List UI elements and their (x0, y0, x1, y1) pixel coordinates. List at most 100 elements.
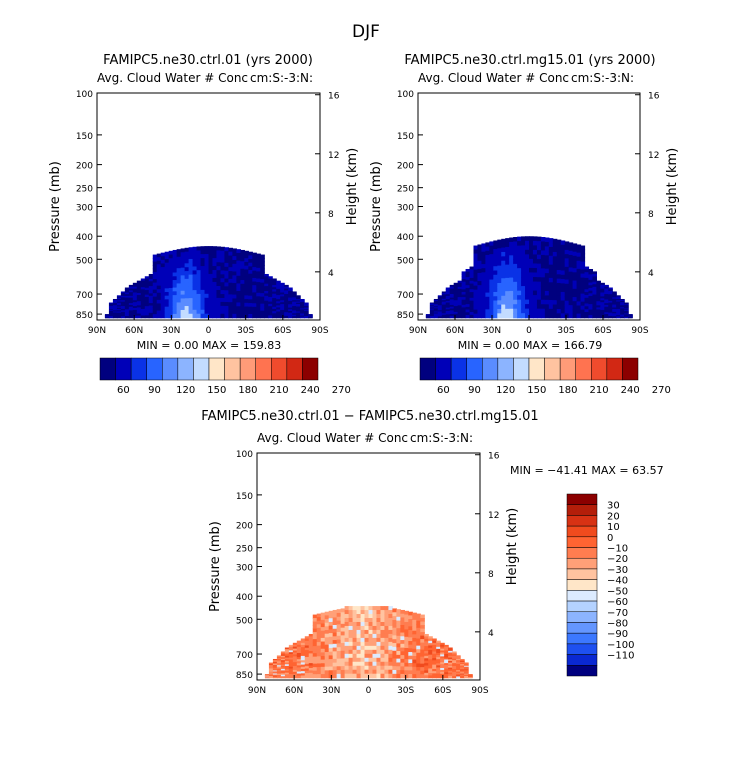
field-cell (517, 304, 522, 310)
field-cell (473, 269, 479, 275)
field-cell (485, 309, 490, 315)
field-cell (252, 259, 257, 265)
field-cell (448, 665, 453, 669)
units-label: cm:S:-3:N: (410, 431, 473, 445)
field-cell (184, 259, 190, 264)
field-cell (568, 263, 574, 269)
field-cell (288, 310, 293, 314)
panel-1: FAMIPC5.ne30.ctrl.01 (yrs 2000)Avg. Clou… (48, 53, 360, 396)
field-cell (296, 301, 301, 304)
field-cell (256, 299, 261, 305)
field-cell (452, 664, 457, 667)
field-cell (240, 253, 245, 259)
field-cell (444, 661, 449, 664)
field-cell (449, 286, 455, 290)
field-cell (433, 300, 439, 302)
field-cell (144, 278, 150, 282)
field-cell (517, 263, 522, 269)
field-cell (564, 245, 570, 251)
field-cell (304, 654, 310, 658)
field-cell (428, 668, 433, 672)
field-cell (392, 666, 397, 671)
field-cell (624, 305, 629, 307)
panel-subtitle: Avg. Cloud Water # Conc (97, 71, 248, 85)
field-cell (416, 620, 421, 625)
field-cell (453, 313, 459, 317)
field-cell (521, 277, 526, 283)
field-cell (304, 647, 310, 651)
field-cell (292, 301, 297, 304)
field-cell (416, 642, 421, 647)
field-cell (517, 299, 522, 305)
field-cell (336, 651, 342, 656)
field-cell (168, 254, 174, 259)
field-cell (120, 313, 126, 316)
field-cell (316, 649, 322, 654)
field-cell (108, 311, 114, 314)
field-cell (376, 610, 382, 615)
field-cell (400, 625, 405, 630)
field-cell (352, 621, 358, 627)
field-cell (352, 645, 358, 651)
field-cell (300, 647, 306, 650)
field-cell (144, 308, 150, 312)
field-cell (604, 294, 609, 297)
field-cell (457, 284, 463, 288)
field-cell (540, 304, 546, 310)
units-label: cm:S:-3:N: (571, 71, 634, 85)
field-cell (312, 646, 318, 651)
field-cell (481, 301, 486, 306)
colorbar-swatch (622, 357, 639, 381)
field-cell (525, 263, 530, 269)
field-cell (284, 290, 289, 293)
field-cell (360, 657, 366, 663)
field-cell (441, 291, 447, 294)
field-cell (380, 649, 386, 655)
field-cell (124, 295, 130, 299)
field-cell (208, 246, 214, 251)
field-cell (501, 243, 506, 249)
colorbar-swatch (566, 622, 598, 634)
field-cell (112, 313, 118, 316)
field-cell (268, 303, 273, 307)
field-cell (248, 299, 253, 304)
field-cell (612, 314, 617, 317)
field-cell (140, 289, 146, 293)
field-cell (292, 295, 297, 298)
field-cell (592, 304, 597, 308)
field-cell (525, 240, 530, 246)
field-cell (396, 639, 401, 645)
field-cell (564, 258, 570, 264)
field-cell (521, 313, 526, 319)
field-cell (420, 649, 425, 654)
field-cell (244, 291, 249, 296)
field-cell (168, 261, 174, 267)
field-cell (124, 310, 130, 314)
field-cell (340, 635, 346, 640)
field-cell (180, 286, 186, 292)
field-cell (525, 299, 530, 305)
field-cell (420, 670, 425, 675)
field-cell (116, 297, 122, 300)
field-cell (457, 307, 463, 311)
field-cell (132, 286, 138, 290)
field-cell (296, 640, 302, 644)
x-tick-label: 0 (366, 686, 372, 696)
field-cell (469, 277, 475, 282)
field-cell (509, 304, 514, 310)
field-cell (280, 311, 285, 315)
field-cell (272, 291, 277, 295)
field-cell (552, 251, 558, 257)
field-cell (580, 309, 586, 315)
field-cell (600, 300, 605, 303)
field-cell (236, 252, 241, 258)
field-cell (592, 315, 597, 319)
field-cell (452, 667, 457, 670)
field-cell (132, 304, 138, 307)
field-cell (388, 645, 393, 651)
field-cell (176, 256, 182, 262)
field-cell (521, 254, 526, 260)
field-cell (204, 297, 210, 303)
field-cell (276, 301, 281, 304)
field-cell (584, 289, 590, 293)
